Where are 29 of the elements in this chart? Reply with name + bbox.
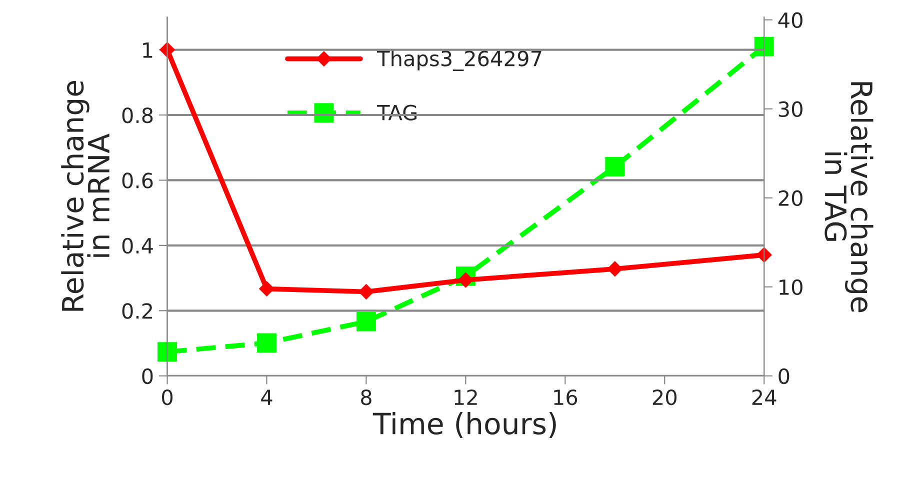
x-tick-label: 24: [752, 389, 776, 405]
point: [607, 261, 623, 277]
x-tick-label: 12: [454, 389, 477, 405]
y-tick-label: 0.2: [122, 303, 152, 319]
point: [257, 333, 276, 353]
y2-axis-title: Relative change in TAG: [824, 82, 874, 312]
x-tick-label: 16: [554, 389, 578, 406]
legend-label: Thaps3_264297: [376, 50, 542, 72]
x-axis-title: Time (hours): [372, 412, 556, 438]
y-tick-label: 1: [143, 42, 152, 58]
x-tick-label: 20: [652, 389, 676, 406]
point: [356, 312, 376, 332]
point: [258, 280, 275, 297]
y-tick-label: 0.8: [122, 107, 153, 124]
y2-tick-label: 10: [780, 279, 802, 296]
point: [358, 284, 374, 300]
x-tick-label: 0: [162, 389, 173, 406]
y2-tick-label: 30: [778, 101, 802, 118]
y2-tick-label: 40: [778, 12, 802, 28]
y-tick-label: 0.6: [122, 172, 153, 188]
y-tick-label: 0: [142, 368, 153, 384]
x-tick-label: 4: [261, 390, 272, 405]
point: [605, 156, 625, 176]
y-tick-label: 0.4: [122, 238, 153, 254]
y-axis-title: Relative change in mRNA: [61, 80, 110, 311]
y2-tick-label: 0: [778, 368, 790, 384]
y2-tick-label: 20: [778, 190, 802, 206]
point: [158, 342, 177, 362]
x-tick-label: 8: [360, 389, 372, 406]
